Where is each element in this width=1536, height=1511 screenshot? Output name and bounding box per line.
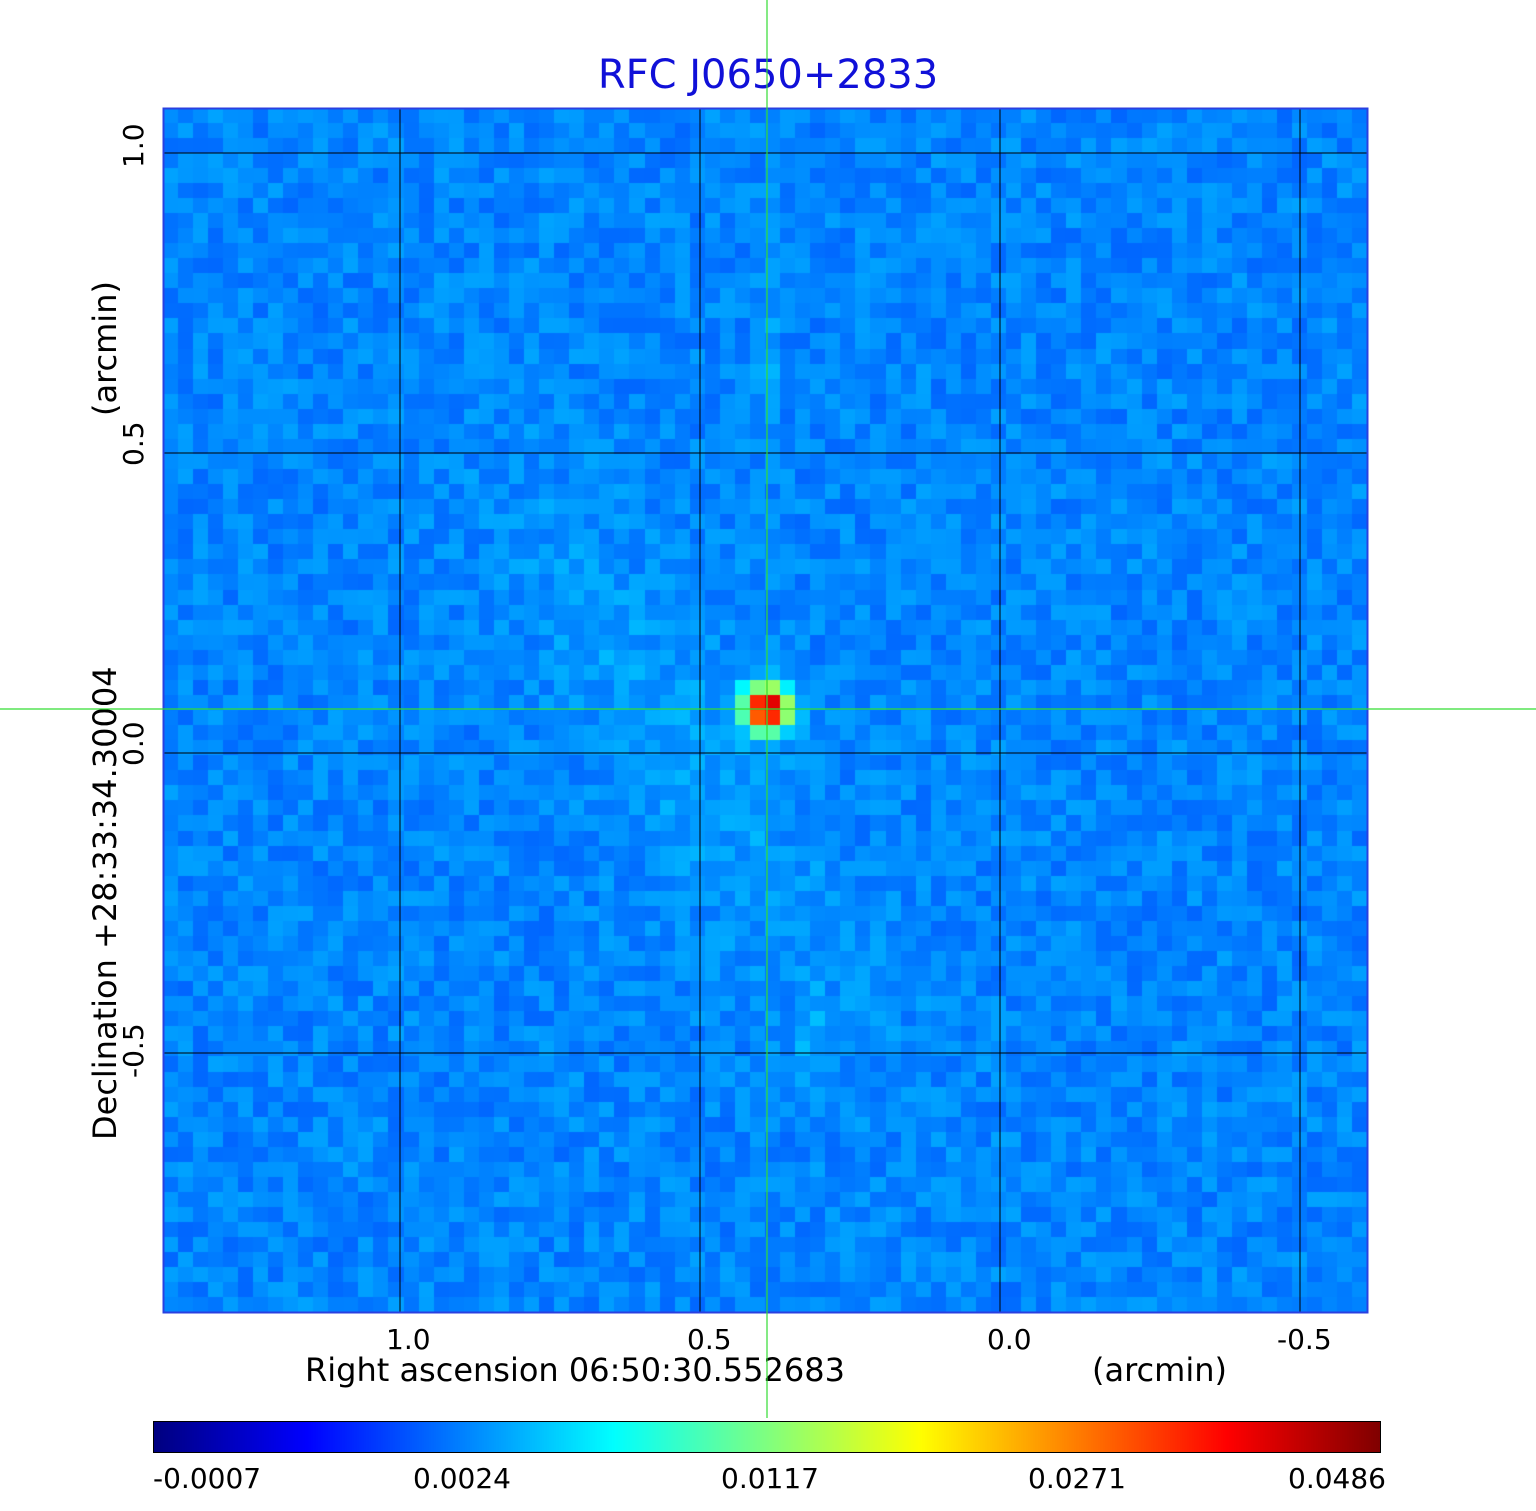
x-tick-label: 1.0 — [386, 1323, 431, 1356]
x-axis-label: Right ascension 06:50:30.552683 — [305, 1351, 845, 1389]
y-tick-label: 0.5 — [117, 421, 150, 466]
image-title: RFC J0650+2833 — [597, 52, 939, 98]
y-tick-label: 1.0 — [117, 123, 150, 168]
x-tick-label: -0.5 — [1277, 1323, 1332, 1356]
x-tick-label: 0.5 — [687, 1323, 732, 1356]
colorbar-tick-label: 0.0024 — [413, 1462, 511, 1495]
y-axis-unit: (arcmin) — [86, 281, 124, 416]
x-tick-label: 0.0 — [987, 1323, 1032, 1356]
colorbar-tick-label: 0.0271 — [1028, 1462, 1126, 1495]
colorbar-tick-label: 0.0117 — [721, 1462, 819, 1495]
x-axis-unit: (arcmin) — [1092, 1351, 1227, 1389]
colorbar-tick-label: 0.0486 — [1288, 1462, 1386, 1495]
y-axis-label: Declination +28:33:34.30004 — [86, 666, 124, 1140]
colorbar — [153, 1421, 1381, 1453]
radio-map-image[interactable] — [163, 108, 1368, 1313]
colorbar-tick-label: -0.0007 — [153, 1462, 262, 1495]
